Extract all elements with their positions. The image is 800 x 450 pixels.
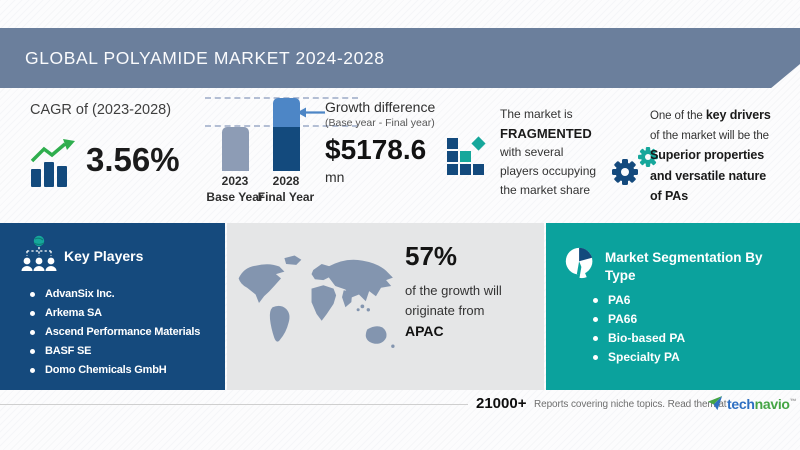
list-item: PA66 [593,310,685,329]
segmentation-panel: Market Segmentation By Type PA6 PA66 Bio… [546,223,800,390]
apac-highlight: APAC [405,321,535,342]
world-map [238,255,395,348]
drivers-line4: and versatile nature [650,167,798,188]
drivers-line3: Superior properties [650,146,798,167]
bar-chart-growth-icon [30,139,75,187]
apac-share-text: of the growth will originate from APAC [405,281,535,342]
growth-difference-value: $5178.6 [325,134,427,165]
bar-label-2028: 2028 Final Year [247,173,325,205]
key-players-list: AdvanSix Inc. Arkema SA Ascend Performan… [30,285,200,380]
apac-line1: of the growth will [405,283,502,298]
drivers-pre: One of the [650,110,706,122]
list-item: Bio-based PA [593,329,685,348]
header-banner: GLOBAL POLYAMIDE MARKET 2024-2028 [0,28,800,88]
segmentation-list: PA6 PA66 Bio-based PA Specialty PA [593,291,685,367]
technavio-logo: technavio™ [708,396,797,412]
apac-growth-panel: 57% of the growth will originate from AP… [227,223,544,390]
drivers-highlight-versatile: and versatile nature [650,168,767,183]
key-players-title: Key Players [64,248,144,264]
list-item: AdvanSix Inc. [30,285,200,304]
bar-year-2023: 2023 [221,174,249,188]
bar-caption-base-year: Base Year [206,190,264,204]
fragmented-line2: with several [500,145,564,159]
pie-chart-icon [565,247,593,279]
segmentation-title: Market Segmentation By Type [605,250,763,283]
drivers-highlight-pas: of PAs [650,189,689,203]
cagr-label: CAGR of (2023-2028) [30,102,172,118]
bar-caption-final-year: Final Year [257,190,315,204]
brand-wordmark: technavio™ [727,396,797,412]
drivers-highlight-superior: Superior properties [650,148,765,162]
footer-divider [0,404,468,405]
footer-caption: Reports covering niche topics. Read them… [534,399,727,410]
bar-2028-growth-segment [273,98,300,127]
key-players-panel: Key Players AdvanSix Inc. Arkema SA Asce… [0,223,225,390]
reports-count: 21000+ [476,395,527,412]
fragmented-line1: The market is [500,107,573,121]
growth-difference-unit: mn [325,169,345,185]
cagr-value: 3.56% [86,141,180,178]
key-drivers-text: One of the key drivers of the market wil… [650,106,798,208]
drivers-highlight-key-drivers: key drivers [705,108,771,122]
technavio-arrow-icon [708,396,723,411]
fragmented-line3: players occupying [500,164,597,178]
market-fragments-icon [447,136,486,175]
apac-label: APAC [405,323,444,339]
apac-share-value: 57% [405,241,458,271]
drivers-line2: of the market will be the [650,129,769,142]
brand-navio: navio [754,396,790,412]
list-item: Domo Chemicals GmbH [30,361,200,380]
trademark-mark: ™ [789,398,797,406]
growth-difference-subtitle: (Base year - Final year) [325,117,435,129]
fragmented-market-text: The market is FRAGMENTED with several pl… [500,105,630,200]
list-item: PA6 [593,291,685,310]
apac-line2: originate from [405,303,485,318]
fragmented-line4: the market share [500,183,591,197]
list-item: Ascend Performance Materials [30,323,200,342]
bar-year-2028: 2028 [272,174,300,188]
growth-difference-title: Growth difference [325,99,436,115]
fragmented-highlight: FRAGMENTED [500,126,592,141]
drivers-line5: of PAs [650,187,798,208]
list-item: Specialty PA [593,348,685,367]
brand-tech: tech [727,396,755,412]
drivers-line1: One of the key drivers [650,106,798,127]
org-chart-people-icon [21,235,57,271]
bar-2023-base-year [222,127,249,171]
growth-difference-block: Growth difference (Base year - Final yea… [325,99,450,185]
gears-icon [612,147,658,185]
growth-pointer-arrow-icon [297,107,325,118]
bar-2028-base-segment [273,127,300,171]
page-title: GLOBAL POLYAMIDE MARKET 2024-2028 [25,48,385,68]
list-item: Arkema SA [30,304,200,323]
list-item: BASF SE [30,342,200,361]
bar-label-2023: 2023 Base Year [196,173,274,205]
